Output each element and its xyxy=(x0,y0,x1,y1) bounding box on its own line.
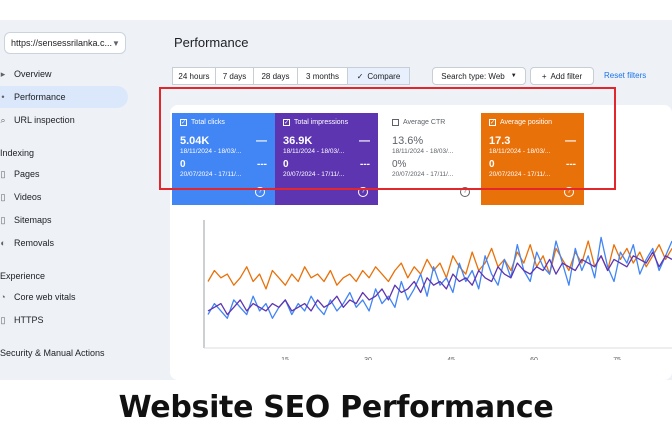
metric-compare-value: 0 xyxy=(180,159,186,170)
range-24-hours-button[interactable]: 24 hours xyxy=(172,67,216,85)
help-icon[interactable]: ? xyxy=(255,187,265,197)
metric-value: 13.6% xyxy=(392,135,424,147)
dashed-line-icon: --- xyxy=(566,159,576,170)
metric-compare-value: 0% xyxy=(392,159,407,170)
checkbox-unchecked-icon xyxy=(392,119,399,126)
x-tick-label: 60 xyxy=(530,357,538,360)
search-icon: ⌕ xyxy=(0,114,6,125)
performance-chart: 15 30 45 60 75 xyxy=(203,220,672,360)
x-tick-label: 30 xyxy=(364,357,372,360)
metric-date-range: 18/11/2024 - 18/03/... xyxy=(283,148,345,155)
sidebar-item-label: Sitemaps xyxy=(14,215,52,225)
help-icon[interactable]: ? xyxy=(564,187,574,197)
sidebar-item-https[interactable]: ▯ HTTPS xyxy=(0,309,44,331)
dashed-line-icon: --- xyxy=(360,159,370,170)
dashed-line-icon: --- xyxy=(257,159,267,170)
range-3-months-button[interactable]: 3 months xyxy=(298,67,348,85)
metric-compare-value: 0 xyxy=(283,159,289,170)
add-filter-button[interactable]: + Add filter xyxy=(530,67,594,85)
gauge-icon: ◔ xyxy=(0,292,6,302)
metric-compare-date-range: 20/07/2024 - 17/11/... xyxy=(180,171,242,178)
compare-label: Compare xyxy=(367,71,401,81)
sidebar-item-pages[interactable]: ▯ Pages xyxy=(0,163,40,185)
dropdown-caret-icon: ▼ xyxy=(510,73,517,79)
search-type-select[interactable]: Search type: Web ▼ xyxy=(432,67,526,85)
range-28-days-button[interactable]: 28 days xyxy=(254,67,298,85)
solid-line-icon: — xyxy=(256,135,267,147)
sidebar-item-core-web-vitals[interactable]: ◔ Core web vitals xyxy=(0,286,76,308)
metric-date-range: 18/11/2024 - 18/03/... xyxy=(180,148,242,155)
section-title-indexing: Indexing xyxy=(0,148,35,158)
sitemap-icon: ▯ xyxy=(0,214,6,225)
metric-label: Total impressions xyxy=(294,119,349,126)
home-icon: ▸ xyxy=(0,68,6,79)
help-icon[interactable]: ? xyxy=(358,187,368,197)
x-tick-label: 75 xyxy=(613,357,621,360)
metric-label: Average CTR xyxy=(403,119,446,126)
metric-compare-date-range: 20/07/2024 - 17/11/... xyxy=(283,171,345,178)
sidebar-item-label: Removals xyxy=(14,238,55,248)
sidebar: https://sensessrilanka.c... ▼ ▸ Overview… xyxy=(0,20,158,380)
metric-value: 17.3 xyxy=(489,135,511,147)
sidebar-item-performance[interactable]: • Performance xyxy=(0,86,128,108)
pages-icon: ▯ xyxy=(0,168,6,179)
sidebar-item-sitemaps[interactable]: ▯ Sitemaps xyxy=(0,209,52,231)
video-icon: ▯ xyxy=(0,191,6,202)
help-icon[interactable]: ? xyxy=(460,187,470,197)
metric-compare-date-range: 20/07/2024 - 17/11/... xyxy=(392,171,454,178)
sidebar-item-label: URL inspection xyxy=(14,115,75,125)
metric-compare-date-range: 20/07/2024 - 17/11/... xyxy=(489,171,551,178)
property-label: https://sensessrilanka.c... xyxy=(11,38,113,48)
reset-filters-link[interactable]: Reset filters xyxy=(604,71,647,80)
checkbox-checked-icon: ✓ xyxy=(489,119,496,126)
chevron-down-icon: ▼ xyxy=(112,38,120,48)
section-title-security: Security & Manual Actions xyxy=(0,348,105,358)
plus-icon: + xyxy=(541,71,547,81)
add-filter-label: Add filter xyxy=(550,71,583,81)
page-title: Performance xyxy=(174,35,249,50)
range-7-days-button[interactable]: 7 days xyxy=(216,67,254,85)
search-type-label: Search type: Web xyxy=(441,71,505,81)
highlight-box xyxy=(159,87,616,190)
metric-label: Average position xyxy=(500,119,553,126)
lock-icon: ▯ xyxy=(0,314,6,325)
section-title-experience: Experience xyxy=(0,271,46,281)
trend-icon: • xyxy=(1,92,5,102)
sidebar-item-label: Core web vitals xyxy=(14,292,76,302)
sidebar-item-label: HTTPS xyxy=(14,315,44,325)
compare-button[interactable]: ✓ Compare xyxy=(348,67,410,85)
sidebar-item-label: Pages xyxy=(14,169,40,179)
sidebar-item-label: Performance xyxy=(14,92,66,102)
metric-value: 36.9K xyxy=(283,135,313,147)
checkbox-checked-icon: ✓ xyxy=(283,119,290,126)
sidebar-item-url-inspection[interactable]: ⌕ URL inspection xyxy=(0,109,75,131)
checkbox-checked-icon: ✓ xyxy=(180,119,187,126)
series-line-2 xyxy=(207,251,672,316)
check-icon: ✓ xyxy=(356,71,364,81)
metric-date-range: 18/11/2024 - 18/03/... xyxy=(392,148,454,155)
sidebar-item-removals[interactable]: ◐ Removals xyxy=(0,232,54,254)
metric-label: Total clicks xyxy=(191,119,225,126)
x-tick-label: 45 xyxy=(447,357,455,360)
removals-icon: ◐ xyxy=(0,238,6,248)
metric-date-range: 18/11/2024 - 18/03/... xyxy=(489,148,551,155)
solid-line-icon: — xyxy=(359,135,370,147)
sidebar-item-label: Videos xyxy=(14,192,42,202)
metric-compare-value: 0 xyxy=(489,159,495,170)
solid-line-icon: — xyxy=(565,135,576,147)
property-selector[interactable]: https://sensessrilanka.c... ▼ xyxy=(4,32,126,54)
x-tick-label: 15 xyxy=(281,357,289,360)
sidebar-item-videos[interactable]: ▯ Videos xyxy=(0,186,42,208)
sidebar-item-label: Overview xyxy=(14,69,52,79)
sidebar-item-overview[interactable]: ▸ Overview xyxy=(0,63,52,85)
metric-value: 5.04K xyxy=(180,135,210,147)
page-caption: Website SEO Performance xyxy=(118,390,554,425)
